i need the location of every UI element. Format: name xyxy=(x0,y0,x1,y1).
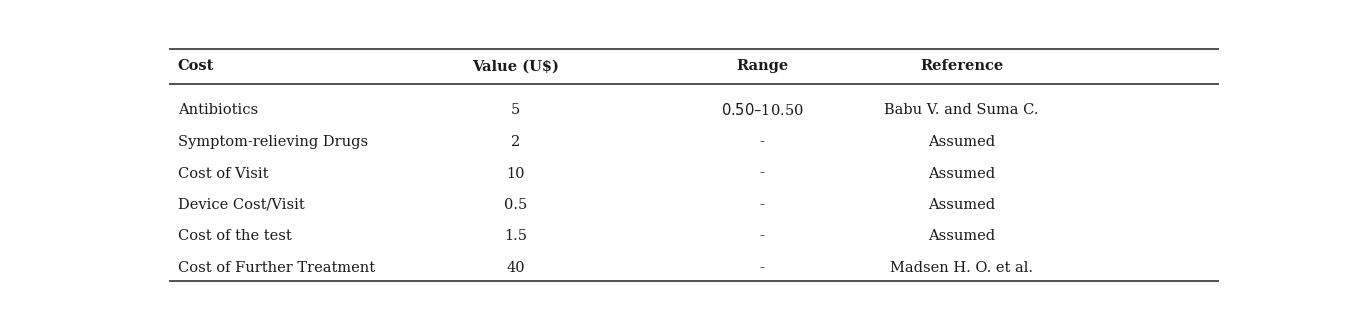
Text: -: - xyxy=(760,261,765,275)
Text: -: - xyxy=(760,135,765,149)
Text: -: - xyxy=(760,198,765,212)
Text: 40: 40 xyxy=(506,261,525,275)
Text: Assumed: Assumed xyxy=(927,135,995,149)
Text: 2: 2 xyxy=(510,135,520,149)
Text: Range: Range xyxy=(737,59,788,73)
Text: Assumed: Assumed xyxy=(927,229,995,243)
Text: Madsen H. O. et al.: Madsen H. O. et al. xyxy=(890,261,1033,275)
Text: Cost of Further Treatment: Cost of Further Treatment xyxy=(177,261,375,275)
Text: Assumed: Assumed xyxy=(927,167,995,180)
Text: Antibiotics: Antibiotics xyxy=(177,103,257,117)
Text: Symptom-relieving Drugs: Symptom-relieving Drugs xyxy=(177,135,368,149)
Text: Device Cost/Visit: Device Cost/Visit xyxy=(177,198,305,212)
Text: Cost of Visit: Cost of Visit xyxy=(177,167,268,180)
Text: Babu V. and Suma C.: Babu V. and Suma C. xyxy=(884,103,1039,117)
Text: -: - xyxy=(760,229,765,243)
Text: Assumed: Assumed xyxy=(927,198,995,212)
Text: 0.5: 0.5 xyxy=(504,198,527,212)
Text: 10: 10 xyxy=(506,167,525,180)
Text: -: - xyxy=(760,167,765,180)
Text: Cost: Cost xyxy=(177,59,214,73)
Text: 5: 5 xyxy=(510,103,520,117)
Text: $0.50–$10.50: $0.50–$10.50 xyxy=(720,102,803,118)
Text: 1.5: 1.5 xyxy=(504,229,527,243)
Text: Reference: Reference xyxy=(919,59,1003,73)
Text: Cost of the test: Cost of the test xyxy=(177,229,291,243)
Text: Value (U$): Value (U$) xyxy=(473,59,559,73)
